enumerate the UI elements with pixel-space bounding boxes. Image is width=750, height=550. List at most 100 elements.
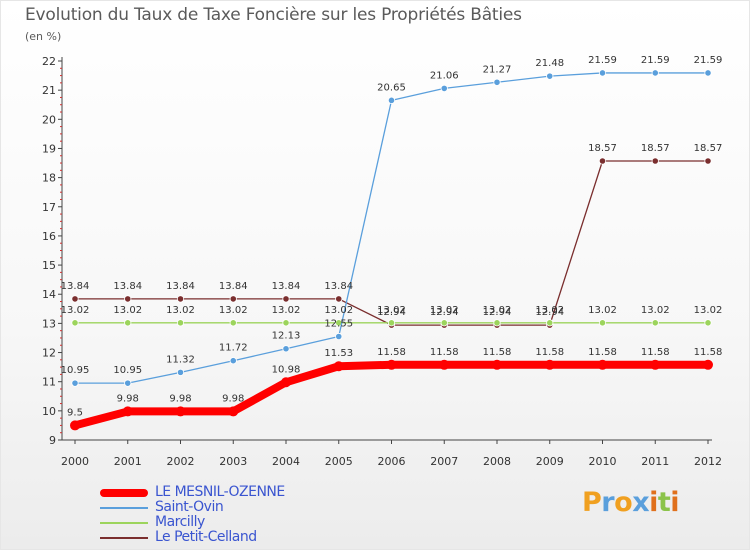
series-line-1: [74, 72, 709, 384]
data-label: 21.48: [535, 58, 564, 69]
y-tick-label: 19: [42, 142, 56, 155]
x-tick-label: 2004: [272, 455, 300, 468]
y-tick-label: 12: [42, 347, 56, 360]
data-point: [282, 319, 290, 327]
data-point: [335, 295, 343, 303]
x-tick-label: 2007: [430, 455, 458, 468]
y-tick-label: 13: [42, 317, 56, 330]
legend-label: LE MESNIL-OZENNE: [155, 484, 285, 500]
data-point: [651, 319, 659, 327]
legend-item: Saint-Ovin: [100, 500, 285, 515]
data-label: 10.95: [113, 365, 142, 376]
data-label: 13.84: [166, 281, 195, 292]
logo-letter: i: [649, 487, 658, 518]
data-point: [651, 69, 659, 77]
x-tick-label: 2006: [378, 455, 406, 468]
y-tick-label: 22: [42, 55, 56, 68]
data-label: 13.02: [694, 305, 723, 316]
x-tick-label: 2010: [589, 455, 617, 468]
data-point: [440, 84, 448, 93]
data-point: [704, 157, 712, 165]
data-label: 10.98: [272, 364, 301, 375]
legend-item: Le Petit-Celland: [100, 530, 285, 545]
data-label: 13.84: [324, 281, 353, 292]
data-label: 13.02: [272, 305, 301, 316]
y-tick-label: 14: [42, 288, 56, 301]
logo-letter: o: [614, 487, 633, 518]
data-point: [333, 361, 344, 372]
data-label: 13.02: [588, 305, 617, 316]
data-label: 13.84: [219, 281, 248, 292]
data-label: 12.94: [377, 307, 406, 318]
data-point: [492, 359, 502, 370]
y-tick-label: 11: [42, 376, 56, 389]
legend-item: Marcilly: [100, 515, 285, 530]
logo-letter: x: [632, 487, 650, 518]
data-label: 13.02: [535, 305, 564, 316]
y-tick-label: 9: [49, 434, 56, 447]
data-point: [650, 359, 661, 370]
data-point: [704, 319, 712, 327]
legend: LE MESNIL-OZENNE Saint-Ovin Marcilly Le Pet…: [100, 485, 285, 545]
x-tick-label: 2008: [483, 455, 511, 468]
data-label: 13.84: [113, 281, 142, 292]
data-label: 9.5: [67, 407, 83, 418]
y-axis-unit: (en %): [25, 30, 62, 43]
x-tick-label: 2003: [219, 455, 247, 468]
data-label: 13.02: [166, 305, 195, 316]
data-label: 11.58: [694, 347, 723, 358]
data-point: [176, 319, 185, 327]
legend-label: Marcilly: [155, 514, 205, 530]
data-label: 12.94: [483, 307, 512, 318]
data-label: 18.57: [588, 143, 617, 154]
data-point: [71, 295, 79, 303]
data-point: [124, 379, 132, 387]
data-label: 13.84: [61, 281, 90, 292]
data-point: [387, 96, 396, 104]
data-point: [598, 319, 607, 327]
series-line-3: [74, 160, 709, 326]
data-point: [71, 319, 79, 327]
legend-swatch: [100, 489, 148, 497]
proxiti-logo: Proxiti: [582, 487, 680, 518]
data-label: 12.55: [324, 319, 353, 330]
data-point: [282, 295, 290, 303]
data-label: 11.58: [430, 347, 459, 358]
data-label: 11.32: [166, 354, 195, 365]
legend-swatch: [100, 537, 148, 539]
chart-title: Evolution du Taux de Taxe Foncière sur l…: [25, 5, 522, 25]
data-point: [387, 319, 396, 327]
data-point: [229, 295, 237, 303]
data-label: 21.59: [641, 55, 670, 66]
data-label: 13.02: [61, 305, 90, 316]
data-label: 11.58: [377, 347, 406, 358]
data-point: [651, 157, 659, 165]
data-point: [228, 406, 239, 417]
data-label: 11.58: [535, 347, 564, 358]
x-tick-label: 2002: [167, 455, 195, 468]
data-point: [71, 379, 79, 387]
data-label: 13.02: [324, 305, 353, 316]
data-label: 13.02: [430, 305, 459, 316]
data-label: 21.59: [694, 55, 723, 66]
x-tick-label: 2011: [641, 455, 669, 468]
data-label: 11.53: [324, 348, 353, 359]
data-point: [122, 406, 133, 417]
data-point: [176, 295, 185, 303]
y-tick-label: 15: [42, 259, 56, 272]
y-tick-label: 17: [42, 201, 56, 214]
data-point: [598, 157, 607, 165]
data-point: [281, 377, 291, 388]
legend-swatch: [100, 522, 148, 524]
data-point: [124, 295, 132, 303]
data-point: [229, 319, 237, 327]
data-point: [124, 319, 132, 327]
y-tick-label: 20: [42, 113, 56, 126]
data-label: 11.58: [483, 347, 512, 358]
data-label: 12.13: [272, 331, 301, 342]
data-label: 9.98: [117, 393, 139, 404]
data-point: [439, 359, 450, 370]
data-label: 21.59: [588, 55, 617, 66]
data-point: [440, 319, 448, 327]
